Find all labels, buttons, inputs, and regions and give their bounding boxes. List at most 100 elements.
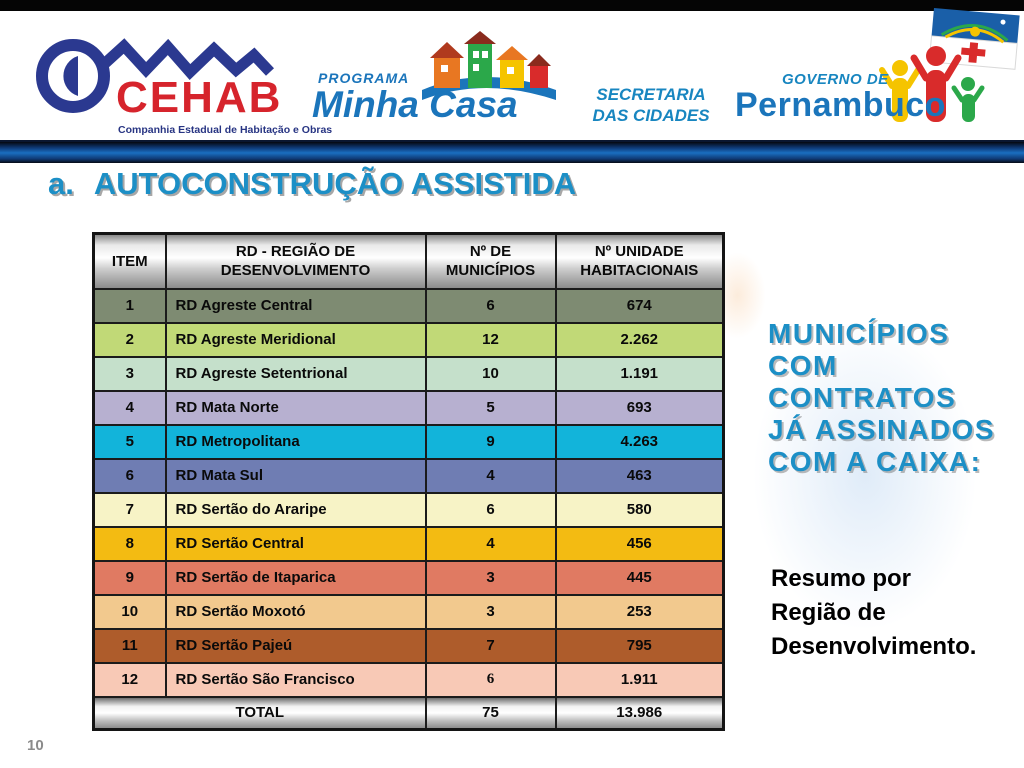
table-cell-mun: 3 bbox=[424, 559, 557, 596]
people-icon bbox=[879, 46, 985, 122]
table-cell-mun: 7 bbox=[424, 627, 557, 664]
table-cell-rd: RD Metropolitana bbox=[164, 423, 427, 460]
key-icon bbox=[36, 38, 275, 113]
table-cell-uni: 1.191 bbox=[554, 355, 725, 392]
table-cell-mun: 5 bbox=[424, 389, 557, 426]
cehab-wordmark: CEHAB bbox=[116, 73, 283, 122]
table-cell-mun: 6 bbox=[424, 491, 557, 528]
table-cell-rd: RD Sertão do Araripe bbox=[164, 491, 427, 528]
pernambuco-wordmark: Pernambuco bbox=[735, 86, 946, 124]
minha-casa-programa: PROGRAMA bbox=[318, 70, 410, 86]
table-cell-mun: 9 bbox=[424, 423, 557, 460]
secretaria-das-cidades-label: SECRETARIA DAS CIDADES bbox=[585, 84, 717, 126]
table-cell-item: 1 bbox=[92, 287, 167, 324]
table-row: 4 RD Mata Norte 5 693 bbox=[92, 389, 725, 426]
total-municipios: 75 bbox=[424, 695, 557, 731]
title-text: AUTOCONSTRUÇÃO ASSISTIDA bbox=[93, 166, 577, 201]
resumo-line2: Região de bbox=[771, 599, 886, 626]
rd-table-container: ITEM RD - REGIÃO DE DESENVOLVIMENTO Nº DE … bbox=[92, 232, 725, 731]
table-row: 3 RD Agreste Setentrional 10 1.191 bbox=[92, 355, 725, 392]
caixa-line5: COM A CAIXA: bbox=[768, 446, 982, 477]
table-row: 11 RD Sertão Pajeú 7 795 bbox=[92, 627, 725, 664]
resumo-text: Resumo por Região de Desenvolvimento. bbox=[771, 562, 1016, 664]
table-cell-rd: RD Agreste Central bbox=[164, 287, 427, 324]
total-unidades: 13.986 bbox=[554, 695, 725, 731]
table-cell-item: 12 bbox=[92, 661, 167, 698]
table-cell-item: 3 bbox=[92, 355, 167, 392]
table-cell-rd: RD Sertão Pajeú bbox=[164, 627, 427, 664]
total-label: TOTAL bbox=[92, 695, 427, 731]
table-row: 6 RD Mata Sul 4 463 bbox=[92, 457, 725, 494]
table-cell-uni: 580 bbox=[554, 491, 725, 528]
table-cell-rd: RD Sertão São Francisco bbox=[164, 661, 427, 698]
rd-table: ITEM RD - REGIÃO DE DESENVOLVIMENTO Nº DE … bbox=[92, 232, 725, 731]
table-cell-mun: 6 bbox=[424, 287, 557, 324]
table-row: 8 RD Sertão Central 4 456 bbox=[92, 525, 725, 562]
table-cell-rd: RD Sertão Central bbox=[164, 525, 427, 562]
table-cell-uni: 693 bbox=[554, 389, 725, 426]
table-cell-rd: RD Agreste Setentrional bbox=[164, 355, 427, 392]
table-cell-item: 8 bbox=[92, 525, 167, 562]
table-row: 5 RD Metropolitana 9 4.263 bbox=[92, 423, 725, 460]
caixa-line4: JÁ ASSINADOS bbox=[768, 414, 996, 445]
blue-divider-bar bbox=[0, 140, 1024, 163]
table-cell-uni: 674 bbox=[554, 287, 725, 324]
table-cell-uni: 456 bbox=[554, 525, 725, 562]
table-cell-uni: 445 bbox=[554, 559, 725, 596]
table-row: 10 RD Sertão Moxotó 3 253 bbox=[92, 593, 725, 630]
page-number: 10 bbox=[27, 737, 44, 754]
table-cell-item: 7 bbox=[92, 491, 167, 528]
table-row: 12 RD Sertão São Francisco 6 1.911 bbox=[92, 661, 725, 698]
table-cell-mun: 10 bbox=[424, 355, 557, 392]
table-cell-item: 5 bbox=[92, 423, 167, 460]
table-cell-uni: 463 bbox=[554, 457, 725, 494]
caixa-line3: CONTRATOS bbox=[768, 382, 957, 413]
table-cell-item: 10 bbox=[92, 593, 167, 630]
top-black-bar bbox=[0, 0, 1024, 11]
table-cell-uni: 1.911 bbox=[554, 661, 725, 698]
table-cell-item: 6 bbox=[92, 457, 167, 494]
resumo-line3: Desenvolvimento. bbox=[771, 633, 977, 660]
page-title: a. AUTOCONSTRUÇÃO ASSISTIDA bbox=[48, 166, 576, 202]
table-cell-mun: 6 bbox=[424, 661, 557, 698]
table-cell-uni: 4.263 bbox=[554, 423, 725, 460]
table-row: 7 RD Sertão do Araripe 6 580 bbox=[92, 491, 725, 528]
table-cell-mun: 4 bbox=[424, 457, 557, 494]
secretaria-line2: DAS CIDADES bbox=[592, 106, 710, 125]
column-header-1: RD - REGIÃO DE DESENVOLVIMENTO bbox=[164, 232, 427, 290]
table-cell-mun: 4 bbox=[424, 525, 557, 562]
cehab-logo: CEHAB Companhia Estadual de Habitação e … bbox=[28, 18, 332, 140]
table-row: 2 RD Agreste Meridional 12 2.262 bbox=[92, 321, 725, 358]
minha-casa-wordmark: Minha Casa bbox=[312, 84, 518, 125]
caixa-heading: MUNICÍPIOS COM CONTRATOS JÁ ASSINADOS CO… bbox=[768, 318, 1018, 478]
cehab-subtitle: Companhia Estadual de Habitação e Obras bbox=[118, 124, 333, 136]
table-cell-rd: RD Sertão de Itaparica bbox=[164, 559, 427, 596]
table-cell-uni: 795 bbox=[554, 627, 725, 664]
governo-de-label: GOVERNO DE bbox=[782, 71, 889, 88]
table-row: 9 RD Sertão de Itaparica 3 445 bbox=[92, 559, 725, 596]
table-row: 1 RD Agreste Central 6 674 bbox=[92, 287, 725, 324]
pernambuco-flag-icon bbox=[879, 8, 1020, 122]
caixa-line2: COM bbox=[768, 350, 838, 381]
table-cell-mun: 12 bbox=[424, 321, 557, 358]
caixa-line1: MUNICÍPIOS bbox=[768, 318, 950, 349]
table-header-row: ITEM RD - REGIÃO DE DESENVOLVIMENTO Nº DE … bbox=[92, 232, 725, 290]
column-header-3: Nº UNIDADE HABITACIONAIS bbox=[554, 232, 725, 290]
table-total-row: TOTAL 75 13.986 bbox=[92, 695, 725, 731]
table-cell-item: 9 bbox=[92, 559, 167, 596]
column-header-2: Nº DE MUNICÍPIOS bbox=[424, 232, 557, 290]
secretaria-line1: SECRETARIA bbox=[596, 85, 706, 104]
table-cell-item: 4 bbox=[92, 389, 167, 426]
table-cell-rd: RD Mata Norte bbox=[164, 389, 427, 426]
resumo-line1: Resumo por bbox=[771, 565, 912, 592]
table-cell-mun: 3 bbox=[424, 593, 557, 630]
houses-icon bbox=[422, 31, 556, 100]
column-header-0: ITEM bbox=[92, 232, 167, 290]
table-cell-uni: 253 bbox=[554, 593, 725, 630]
title-marker: a. bbox=[48, 166, 74, 201]
table-cell-rd: RD Sertão Moxotó bbox=[164, 593, 427, 630]
table-cell-rd: RD Mata Sul bbox=[164, 457, 427, 494]
table-cell-item: 11 bbox=[92, 627, 167, 664]
table-cell-uni: 2.262 bbox=[554, 321, 725, 358]
